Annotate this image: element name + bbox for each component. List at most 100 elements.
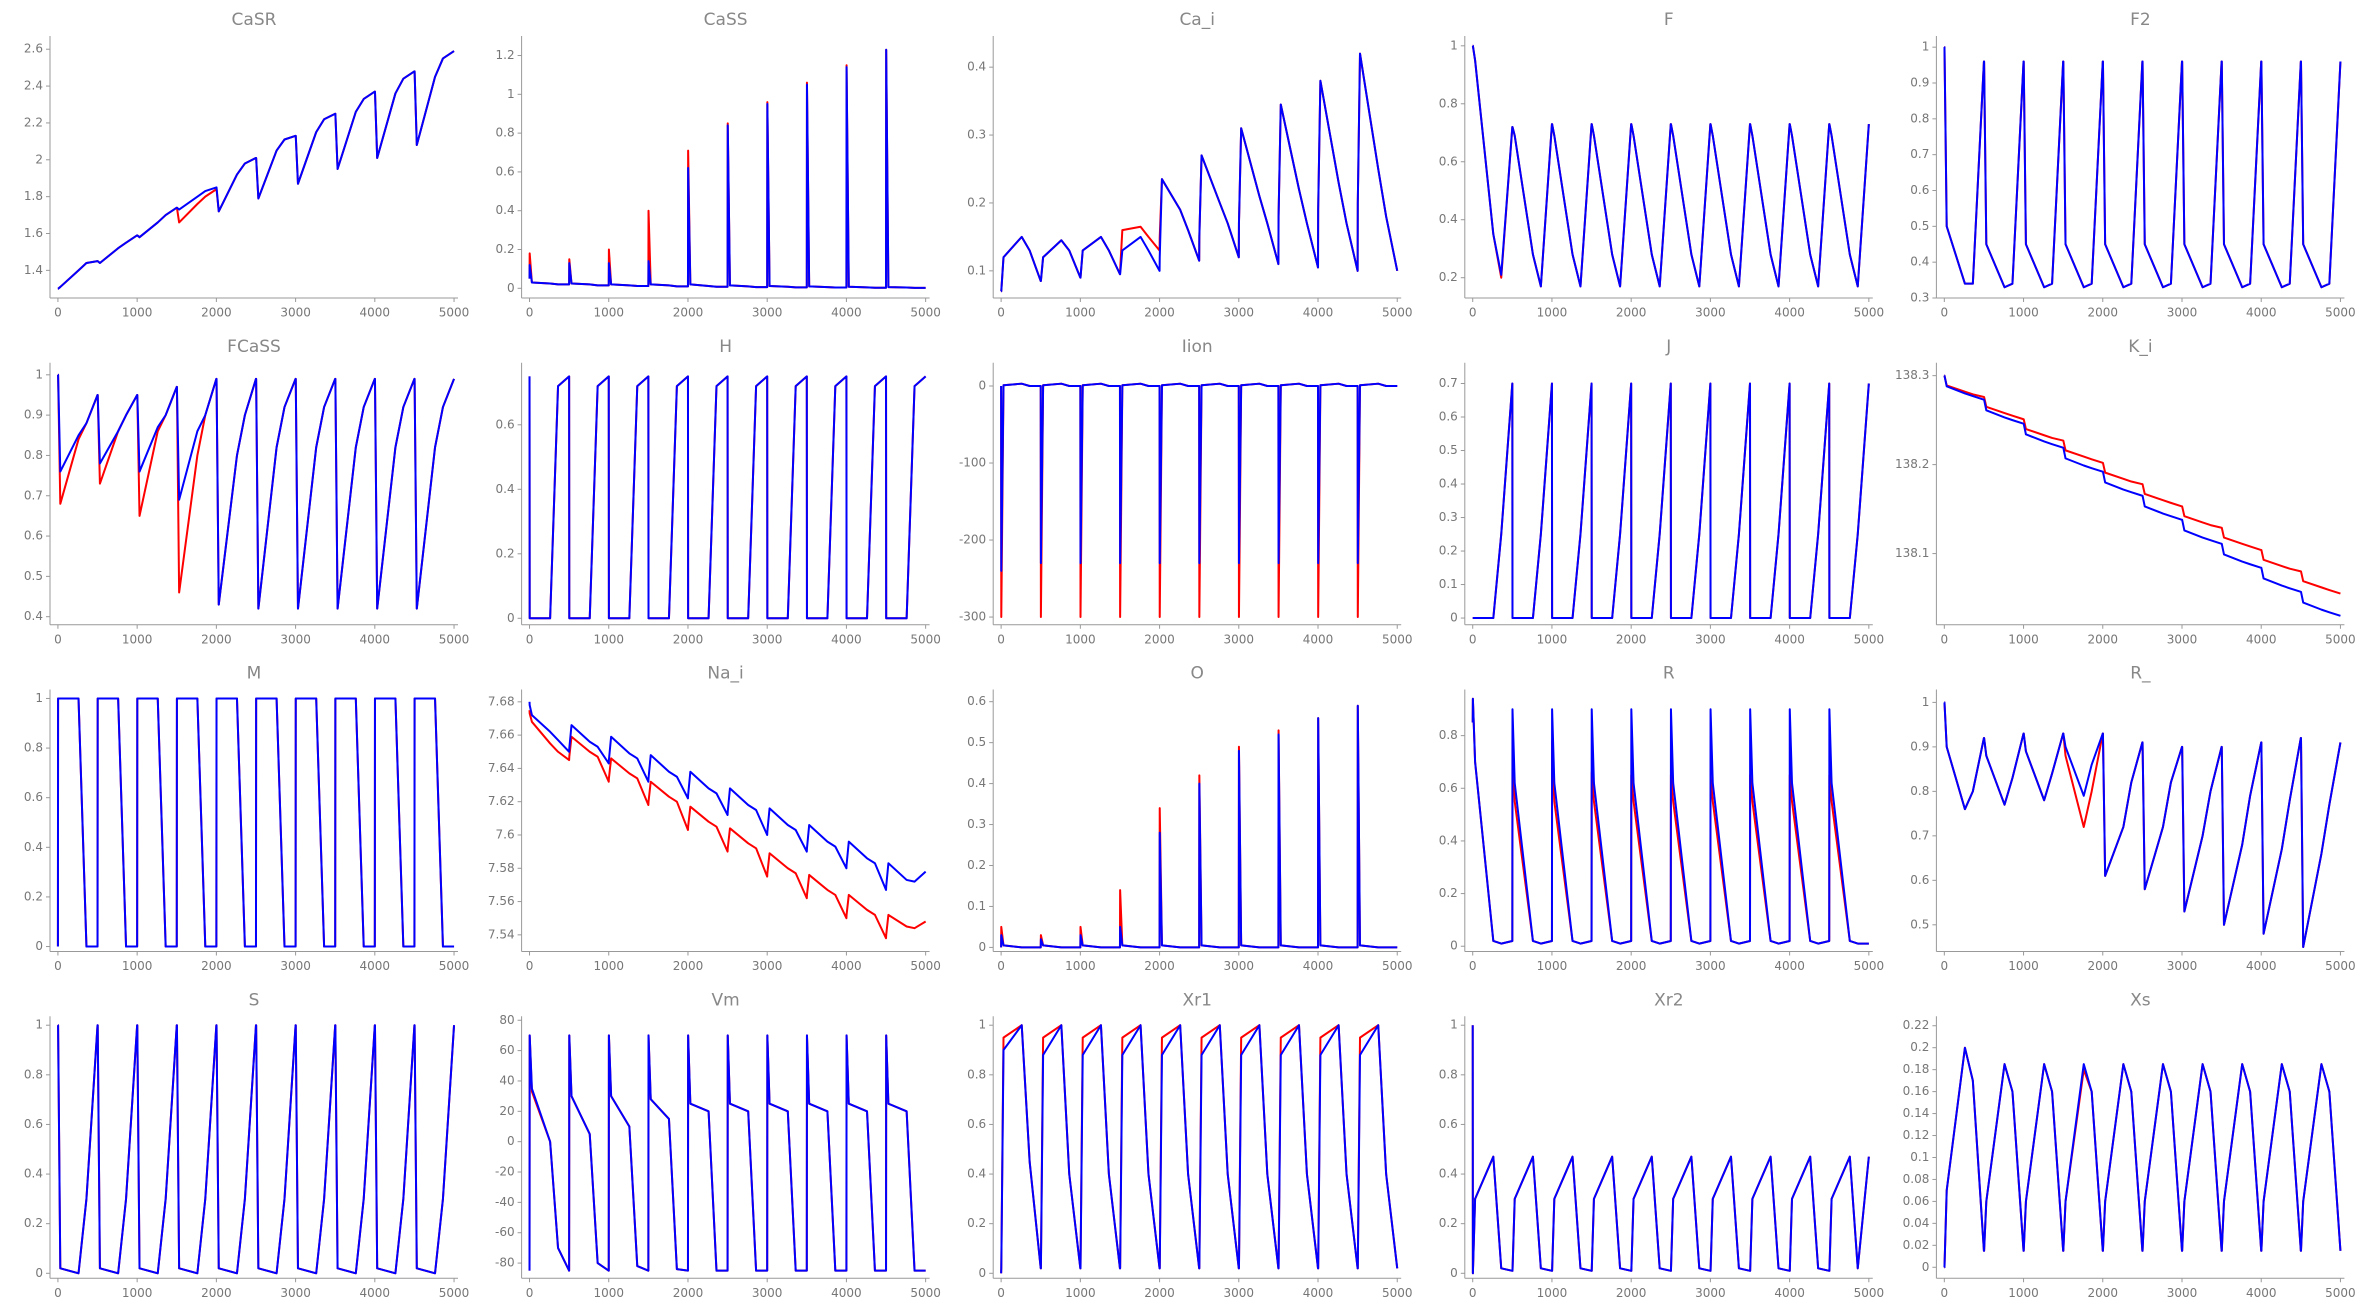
x-tick-label: 0: [1469, 306, 1477, 320]
x-tick-label: 2000: [673, 632, 704, 646]
y-tick-label: 0.12: [1903, 1128, 1930, 1142]
x-tick-label: 5000: [910, 959, 941, 973]
x-tick-label: 0: [526, 959, 534, 973]
y-tick-label: 0.2: [967, 1216, 986, 1230]
x-tick-label: 0: [526, 1286, 534, 1300]
x-tick-label: 5000: [1382, 632, 1413, 646]
y-tick-label: 7.62: [488, 794, 515, 808]
x-tick-label: 0: [526, 632, 534, 646]
x-tick-label: 2000: [201, 1286, 232, 1300]
x-tick-label: 5000: [1854, 959, 1885, 973]
y-tick-label: -300: [959, 610, 986, 624]
x-tick-label: 1000: [1065, 1286, 1096, 1300]
y-tick-label: 20: [499, 1104, 514, 1118]
y-tick-label: 60: [499, 1043, 514, 1057]
x-tick-label: 2000: [1144, 306, 1175, 320]
x-tick-label: 2000: [1616, 632, 1647, 646]
chart-title: Na_i: [707, 664, 743, 684]
x-tick-label: 3000: [2167, 632, 2198, 646]
y-tick-label: 0: [35, 939, 43, 953]
y-tick-label: 0.6: [24, 790, 43, 804]
x-tick-label: 4000: [1774, 1286, 1805, 1300]
y-tick-label: 0.8: [1439, 1067, 1458, 1081]
y-tick-label: 0.22: [1903, 1018, 1930, 1032]
x-tick-label: 4000: [1774, 959, 1805, 973]
x-tick-label: 4000: [2246, 306, 2277, 320]
x-tick-label: 0: [54, 959, 62, 973]
y-tick-label: 1.2: [496, 48, 515, 62]
series-line: [1000, 704, 1398, 949]
x-tick-label: 2000: [201, 959, 232, 973]
y-tick-label: 0.8: [1910, 111, 1929, 125]
y-tick-label: 0.4: [24, 840, 43, 854]
y-tick-label: 1: [35, 1018, 43, 1032]
x-tick-label: 1000: [593, 306, 624, 320]
x-tick-label: 4000: [1303, 632, 1334, 646]
y-tick-label: -200: [959, 533, 986, 547]
y-tick-label: 1: [1922, 695, 1930, 709]
x-tick-label: 4000: [1303, 306, 1334, 320]
y-tick-label: 0.9: [1910, 739, 1929, 753]
x-tick-label: 2000: [1616, 1286, 1647, 1300]
y-tick-label: 0.2: [496, 242, 515, 256]
y-tick-label: 0.4: [967, 776, 986, 790]
x-tick-label: 5000: [439, 1286, 470, 1300]
x-tick-label: 3000: [280, 1286, 311, 1300]
x-tick-label: 2000: [2087, 1286, 2118, 1300]
x-tick-label: 1000: [1065, 632, 1096, 646]
x-tick-label: 1000: [1537, 632, 1568, 646]
x-tick-label: 0: [997, 959, 1005, 973]
y-tick-label: 0.5: [967, 735, 986, 749]
x-tick-label: 5000: [1382, 1286, 1413, 1300]
y-tick-label: 0.8: [496, 126, 515, 140]
x-tick-label: 4000: [2246, 959, 2277, 973]
y-tick-label: 0.3: [1439, 510, 1458, 524]
series-line: [528, 1034, 926, 1272]
y-tick-label: 0: [979, 379, 987, 393]
x-tick-label: 3000: [1224, 959, 1255, 973]
y-tick-label: 0.7: [1910, 828, 1929, 842]
y-tick-label: 0.16: [1903, 1084, 1930, 1098]
x-tick-label: 2000: [673, 959, 704, 973]
y-tick-label: 0.1: [1439, 577, 1458, 591]
y-tick-label: 1: [1450, 1018, 1458, 1032]
y-tick-label: -100: [959, 456, 986, 470]
x-tick-label: 0: [997, 306, 1005, 320]
x-tick-label: 3000: [2167, 959, 2198, 973]
y-tick-label: 0.04: [1903, 1216, 1930, 1230]
x-tick-label: 4000: [831, 306, 862, 320]
y-tick-label: 1: [507, 87, 515, 101]
y-tick-label: 0.6: [496, 164, 515, 178]
x-tick-label: 0: [54, 632, 62, 646]
y-tick-label: 0.9: [24, 408, 43, 422]
chart-title: FCaSS: [227, 337, 281, 357]
y-tick-label: 40: [499, 1073, 514, 1087]
chart-title: CaSS: [704, 10, 748, 30]
x-tick-label: 5000: [1854, 306, 1885, 320]
y-tick-label: 0.7: [1910, 147, 1929, 161]
y-tick-label: 0: [507, 281, 515, 295]
chart-title: J: [1665, 337, 1671, 357]
y-tick-label: 1: [1922, 40, 1930, 54]
y-tick-label: 0.4: [496, 482, 515, 496]
x-tick-label: 4000: [831, 632, 862, 646]
series-line: [1943, 374, 2341, 595]
x-tick-label: 5000: [2325, 632, 2356, 646]
y-tick-label: 0.18: [1903, 1062, 1930, 1076]
y-tick-label: 0.7: [24, 488, 43, 502]
x-tick-label: 3000: [2167, 306, 2198, 320]
x-tick-label: 1000: [2008, 306, 2039, 320]
chart-title: R: [1663, 664, 1675, 684]
y-tick-label: 7.66: [488, 728, 515, 742]
x-tick-label: 4000: [831, 959, 862, 973]
x-tick-label: 2000: [673, 1286, 704, 1300]
x-tick-label: 0: [1941, 306, 1949, 320]
x-tick-label: 2000: [201, 306, 232, 320]
y-tick-label: 0.4: [1439, 477, 1458, 491]
x-tick-label: 3000: [1224, 632, 1255, 646]
y-tick-label: 0: [979, 1266, 987, 1280]
x-tick-label: 5000: [2325, 959, 2356, 973]
y-tick-label: 0.6: [967, 694, 986, 708]
x-tick-label: 4000: [1303, 1286, 1334, 1300]
y-tick-label: 7.6: [496, 827, 515, 841]
